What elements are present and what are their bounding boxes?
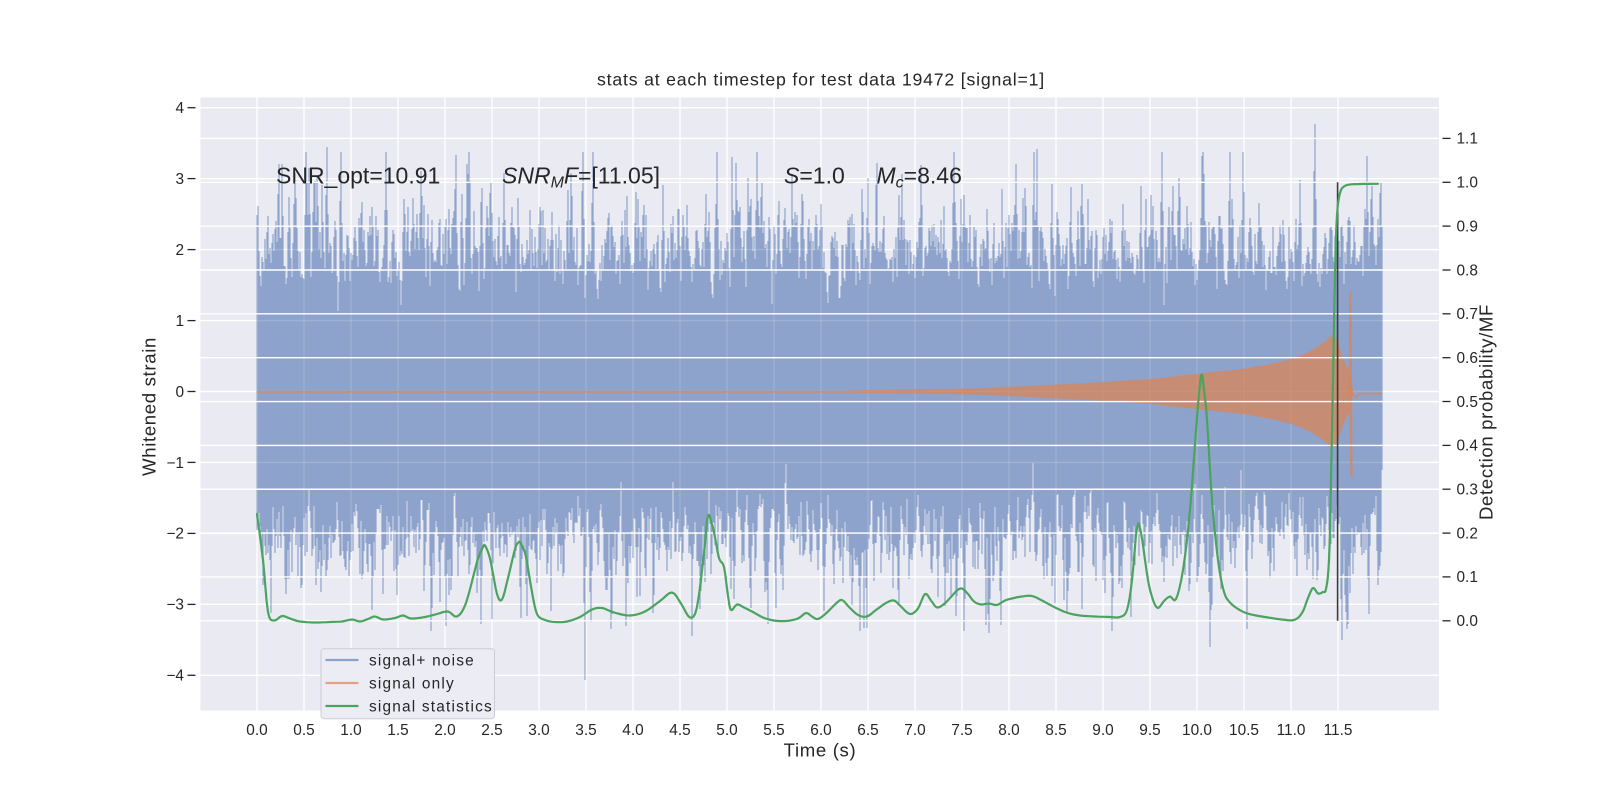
svg-text:Mc=8.46: Mc=8.46	[877, 163, 962, 192]
svg-text:0.6: 0.6	[1457, 350, 1478, 367]
svg-text:3.5: 3.5	[575, 722, 596, 739]
svg-text:0.9: 0.9	[1457, 218, 1478, 235]
svg-text:9.0: 9.0	[1092, 722, 1113, 739]
svg-text:signal statistics: signal statistics	[369, 698, 493, 715]
svg-text:4.5: 4.5	[669, 722, 690, 739]
svg-text:0.5: 0.5	[293, 722, 314, 739]
svg-text:0.5: 0.5	[1457, 394, 1478, 411]
svg-text:5.5: 5.5	[763, 722, 784, 739]
svg-text:6.5: 6.5	[857, 722, 878, 739]
svg-text:8.5: 8.5	[1045, 722, 1066, 739]
svg-text:−3: −3	[166, 597, 184, 614]
svg-text:11.5: 11.5	[1324, 722, 1353, 739]
svg-text:3.0: 3.0	[528, 722, 549, 739]
svg-text:0.0: 0.0	[1457, 613, 1478, 630]
svg-text:0.0: 0.0	[246, 722, 267, 739]
svg-text:0.8: 0.8	[1457, 262, 1478, 279]
svg-text:S=1.0: S=1.0	[784, 163, 845, 189]
svg-text:1.0: 1.0	[1457, 175, 1478, 192]
svg-text:SNRMF=[11.05]: SNRMF=[11.05]	[502, 163, 660, 192]
svg-text:Detection probability/MF: Detection probability/MF	[1475, 304, 1496, 520]
svg-text:1.5: 1.5	[387, 722, 408, 739]
svg-text:10.0: 10.0	[1182, 722, 1212, 739]
svg-text:9.5: 9.5	[1139, 722, 1160, 739]
svg-text:7.5: 7.5	[951, 722, 972, 739]
svg-text:−2: −2	[166, 526, 184, 543]
svg-text:1.0: 1.0	[340, 722, 361, 739]
svg-text:5.0: 5.0	[716, 722, 737, 739]
svg-text:SNR_opt=10.91: SNR_opt=10.91	[276, 163, 440, 189]
svg-text:2.0: 2.0	[434, 722, 455, 739]
svg-text:4.0: 4.0	[622, 722, 643, 739]
svg-text:Whitened strain: Whitened strain	[138, 337, 159, 476]
svg-text:signal only: signal only	[369, 675, 455, 692]
svg-text:11.0: 11.0	[1277, 722, 1306, 739]
svg-text:−1: −1	[166, 455, 184, 472]
svg-text:Time (s): Time (s)	[784, 740, 857, 761]
svg-text:−4: −4	[166, 668, 184, 685]
svg-text:1.1: 1.1	[1457, 131, 1478, 148]
svg-text:2: 2	[175, 242, 184, 259]
svg-text:4: 4	[175, 100, 184, 117]
svg-text:10.5: 10.5	[1229, 722, 1259, 739]
svg-text:0.2: 0.2	[1457, 525, 1478, 542]
svg-text:3: 3	[175, 171, 184, 188]
svg-text:0.7: 0.7	[1457, 306, 1478, 323]
svg-text:0: 0	[175, 384, 184, 401]
svg-text:signal+ noise: signal+ noise	[369, 652, 475, 669]
svg-text:0.4: 0.4	[1457, 438, 1479, 455]
svg-text:7.0: 7.0	[904, 722, 925, 739]
svg-text:0.1: 0.1	[1457, 569, 1478, 586]
svg-text:0.3: 0.3	[1457, 482, 1478, 499]
svg-text:stats at each timestep for tes: stats at each timestep for test data 194…	[597, 70, 1045, 90]
svg-text:6.0: 6.0	[810, 722, 831, 739]
svg-text:2.5: 2.5	[481, 722, 502, 739]
svg-text:1: 1	[175, 313, 184, 330]
svg-text:8.0: 8.0	[998, 722, 1019, 739]
